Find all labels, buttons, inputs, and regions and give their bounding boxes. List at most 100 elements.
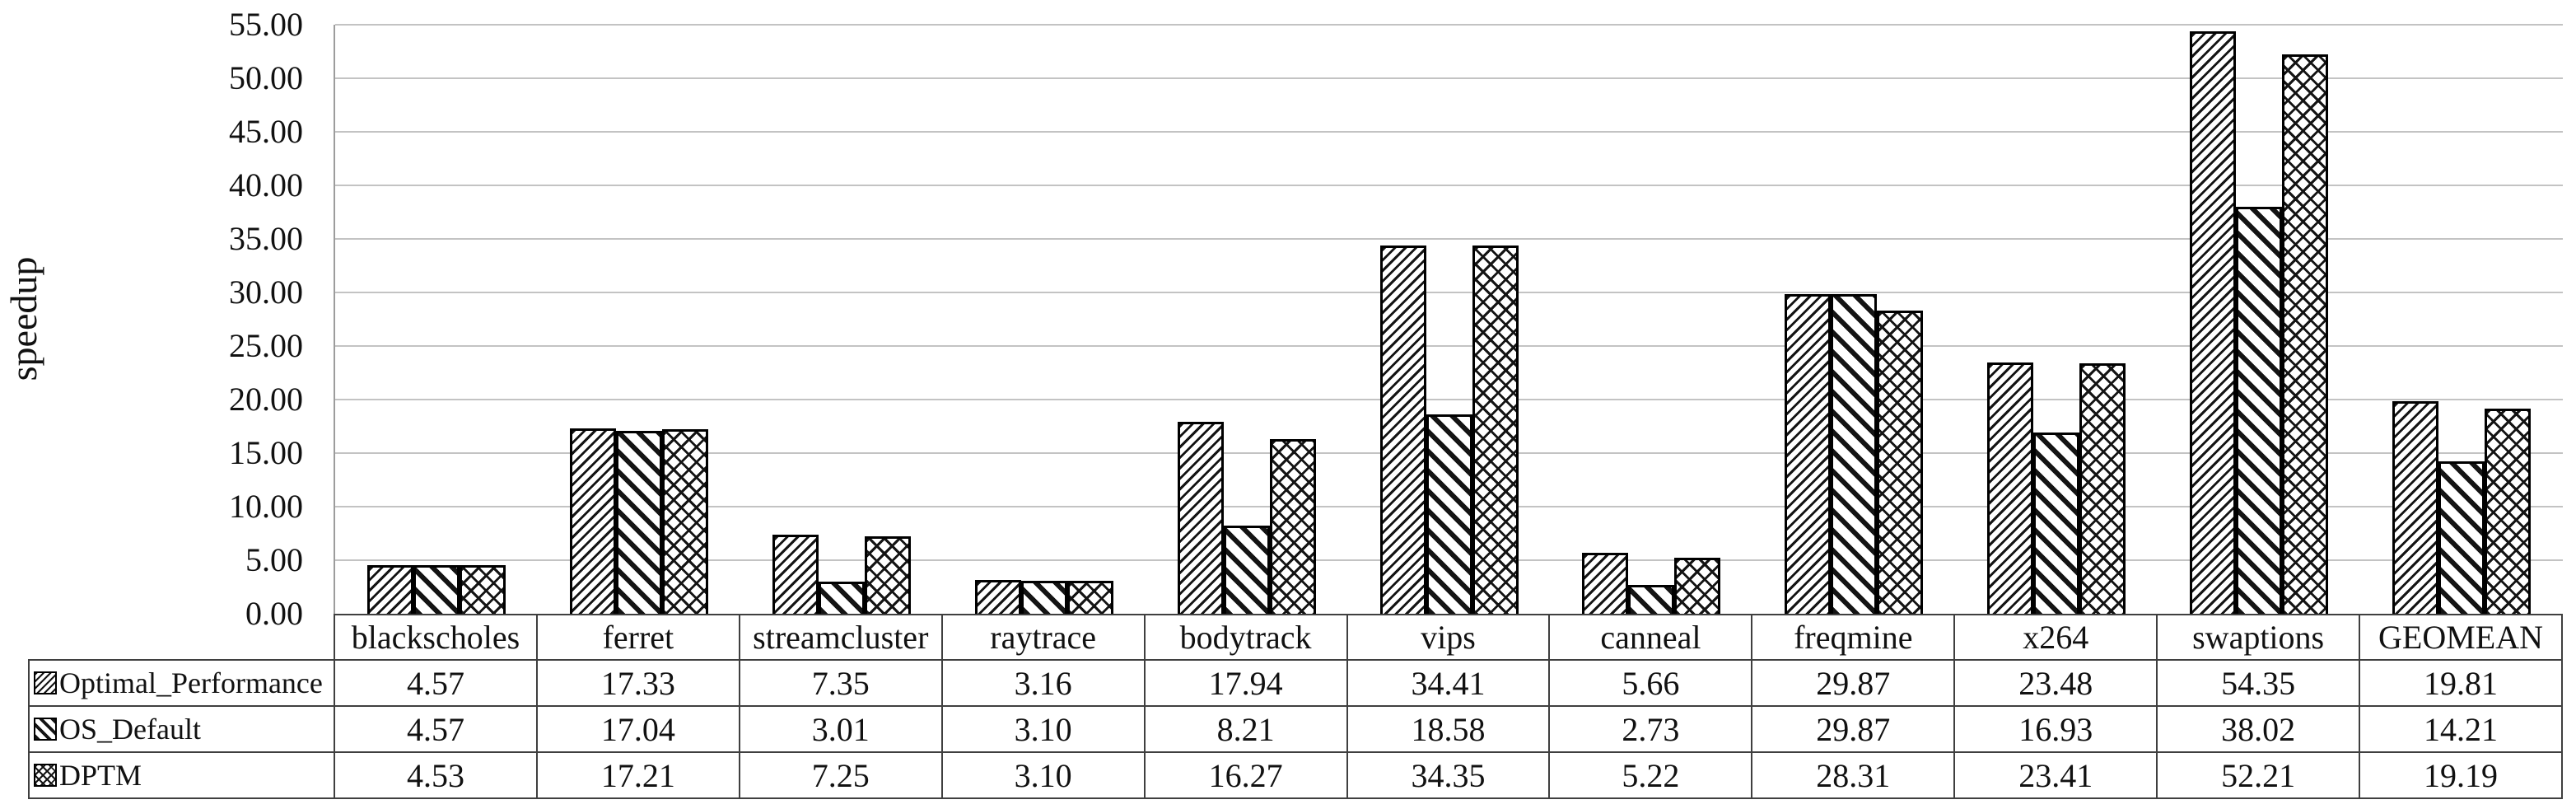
bar-DPTM-streamcluster bbox=[865, 536, 911, 614]
bar-Optimal_Performance-x264 bbox=[1987, 362, 2033, 614]
table-cell-DPTM-freqmine: 28.31 bbox=[1751, 751, 1956, 799]
y-axis-tick-label: 5.00 bbox=[245, 541, 303, 578]
legend-swatch-fine-diagonal-up-hatch-icon bbox=[34, 671, 57, 694]
bar-DPTM-blackscholes bbox=[460, 565, 506, 614]
bar-Optimal_Performance-vips bbox=[1380, 246, 1426, 614]
table-corner-empty-cell bbox=[29, 615, 334, 660]
table-cell-DPTM-blackscholes: 4.53 bbox=[334, 751, 538, 799]
table-cell-Optimal_Performance-vips: 34.41 bbox=[1346, 659, 1551, 707]
table-cell-Optimal_Performance-GEOMEAN: 19.81 bbox=[2359, 659, 2563, 707]
table-cell-DPTM-canneal: 5.22 bbox=[1548, 751, 1753, 799]
bar-OS_Default-bodytrack bbox=[1224, 526, 1270, 614]
table-cell-DPTM-bodytrack: 16.27 bbox=[1143, 751, 1348, 799]
table-column-header-swaptions: swaptions bbox=[2156, 614, 2361, 661]
y-axis-tick-label: 0.00 bbox=[245, 595, 303, 632]
bar-OS_Default-raytrace bbox=[1021, 581, 1067, 614]
legend-label: Optimal_Performance bbox=[59, 666, 323, 699]
bar-DPTM-vips bbox=[1472, 246, 1519, 614]
legend-label: OS_Default bbox=[59, 713, 201, 746]
y-axis-tick-label: 40.00 bbox=[229, 166, 303, 203]
table-cell-OS_Default-freqmine: 29.87 bbox=[1751, 705, 1956, 753]
table-column-header-ferret: ferret bbox=[535, 614, 740, 661]
table-cell-DPTM-ferret: 17.21 bbox=[535, 751, 740, 799]
table-cell-DPTM-GEOMEAN: 19.19 bbox=[2359, 751, 2563, 799]
gridline bbox=[335, 77, 2563, 79]
gridline bbox=[335, 131, 2563, 133]
bar-Optimal_Performance-GEOMEAN bbox=[2392, 401, 2438, 614]
bar-Optimal_Performance-blackscholes bbox=[367, 565, 413, 614]
table-cell-Optimal_Performance-ferret: 17.33 bbox=[535, 659, 740, 707]
table-column-header-x264: x264 bbox=[1953, 614, 2158, 661]
table-column-header-freqmine: freqmine bbox=[1751, 614, 1956, 661]
bar-Optimal_Performance-ferret bbox=[570, 428, 616, 614]
table-cell-DPTM-vips: 34.35 bbox=[1346, 751, 1551, 799]
bar-Optimal_Performance-streamcluster bbox=[772, 535, 819, 614]
table-cell-OS_Default-streamcluster: 3.01 bbox=[738, 705, 943, 753]
plot-area bbox=[334, 24, 2563, 614]
gridline bbox=[335, 185, 2563, 186]
table-cell-OS_Default-vips: 18.58 bbox=[1346, 705, 1551, 753]
table-column-header-raytrace: raytrace bbox=[940, 614, 1146, 661]
table-row-OS_Default: OS_Default 4.57 17.04 3.01 3.10 8.21 18.58 2.73… bbox=[28, 705, 2563, 753]
table-cell-OS_Default-bodytrack: 8.21 bbox=[1143, 705, 1348, 753]
bar-Optimal_Performance-freqmine bbox=[1785, 294, 1831, 614]
table-cell-Optimal_Performance-freqmine: 29.87 bbox=[1751, 659, 1956, 707]
bar-DPTM-swaptions bbox=[2282, 54, 2328, 614]
legend-swatch-bold-diagonal-down-stripes-icon bbox=[34, 718, 57, 741]
bar-Optimal_Performance-swaptions bbox=[2190, 31, 2236, 614]
bar-OS_Default-GEOMEAN bbox=[2438, 461, 2485, 614]
table-cell-OS_Default-raytrace: 3.10 bbox=[940, 705, 1146, 753]
table-cell-DPTM-streamcluster: 7.25 bbox=[738, 751, 943, 799]
y-axis-tick-label: 20.00 bbox=[229, 381, 303, 418]
table-column-header-bodytrack: bodytrack bbox=[1143, 614, 1348, 661]
bar-DPTM-ferret bbox=[662, 429, 708, 614]
bar-DPTM-freqmine bbox=[1877, 311, 1923, 614]
y-axis-tick-label: 30.00 bbox=[229, 274, 303, 311]
table-cell-OS_Default-ferret: 17.04 bbox=[535, 705, 740, 753]
legend-item-Optimal_Performance: Optimal_Performance bbox=[28, 659, 335, 707]
bar-DPTM-bodytrack bbox=[1270, 439, 1316, 614]
bar-Optimal_Performance-bodytrack bbox=[1178, 422, 1224, 614]
legend-swatch-diagonal-crosshatch-icon bbox=[34, 764, 57, 787]
bar-DPTM-GEOMEAN bbox=[2485, 409, 2531, 614]
table-column-header-blackscholes: blackscholes bbox=[334, 614, 538, 661]
gridline bbox=[335, 399, 2563, 400]
table-row-DPTM: DPTM 4.53 17.21 7.25 3.10 16.27 34.35 5.22 28.31… bbox=[28, 751, 2563, 799]
gridline bbox=[335, 345, 2563, 347]
table-cell-OS_Default-swaptions: 38.02 bbox=[2156, 705, 2361, 753]
table-cell-OS_Default-GEOMEAN: 14.21 bbox=[2359, 705, 2563, 753]
table-cell-DPTM-x264: 23.41 bbox=[1953, 751, 2158, 799]
table-cell-Optimal_Performance-swaptions: 54.35 bbox=[2156, 659, 2361, 707]
table-cell-Optimal_Performance-blackscholes: 4.57 bbox=[334, 659, 538, 707]
bar-Optimal_Performance-raytrace bbox=[975, 580, 1021, 614]
table-row-Optimal_Performance: Optimal_Performance 4.57 17.33 7.35 3.16 17.9… bbox=[28, 659, 2563, 707]
bar-OS_Default-streamcluster bbox=[819, 582, 865, 614]
table-cell-OS_Default-canneal: 2.73 bbox=[1548, 705, 1753, 753]
table-cell-DPTM-raytrace: 3.10 bbox=[940, 751, 1146, 799]
bar-OS_Default-swaptions bbox=[2236, 207, 2282, 614]
y-axis-tick-label: 35.00 bbox=[229, 220, 303, 257]
gridline bbox=[335, 24, 2563, 26]
benchmark-data-table: blackscholes ferret streamcluster raytrace b… bbox=[28, 614, 2563, 799]
bar-OS_Default-blackscholes bbox=[413, 565, 460, 614]
bar-DPTM-canneal bbox=[1674, 558, 1720, 614]
bar-DPTM-x264 bbox=[2079, 363, 2126, 614]
bar-OS_Default-vips bbox=[1426, 414, 1472, 614]
y-axis-tick-label: 50.00 bbox=[229, 59, 303, 96]
table-column-header-vips: vips bbox=[1346, 614, 1551, 661]
bar-OS_Default-x264 bbox=[2033, 433, 2079, 614]
y-axis-tick-label: 10.00 bbox=[229, 488, 303, 525]
legend-item-DPTM: DPTM bbox=[28, 751, 335, 799]
legend-label: DPTM bbox=[59, 759, 142, 792]
table-cell-OS_Default-x264: 16.93 bbox=[1953, 705, 2158, 753]
table-column-header-streamcluster: streamcluster bbox=[738, 614, 943, 661]
bar-OS_Default-freqmine bbox=[1831, 294, 1877, 614]
gridline bbox=[335, 292, 2563, 293]
y-axis-tick-label: 25.00 bbox=[229, 327, 303, 364]
table-cell-Optimal_Performance-canneal: 5.66 bbox=[1548, 659, 1753, 707]
table-cell-Optimal_Performance-raytrace: 3.16 bbox=[940, 659, 1146, 707]
table-cell-Optimal_Performance-x264: 23.48 bbox=[1953, 659, 2158, 707]
table-cell-OS_Default-blackscholes: 4.57 bbox=[334, 705, 538, 753]
table-cell-Optimal_Performance-bodytrack: 17.94 bbox=[1143, 659, 1348, 707]
